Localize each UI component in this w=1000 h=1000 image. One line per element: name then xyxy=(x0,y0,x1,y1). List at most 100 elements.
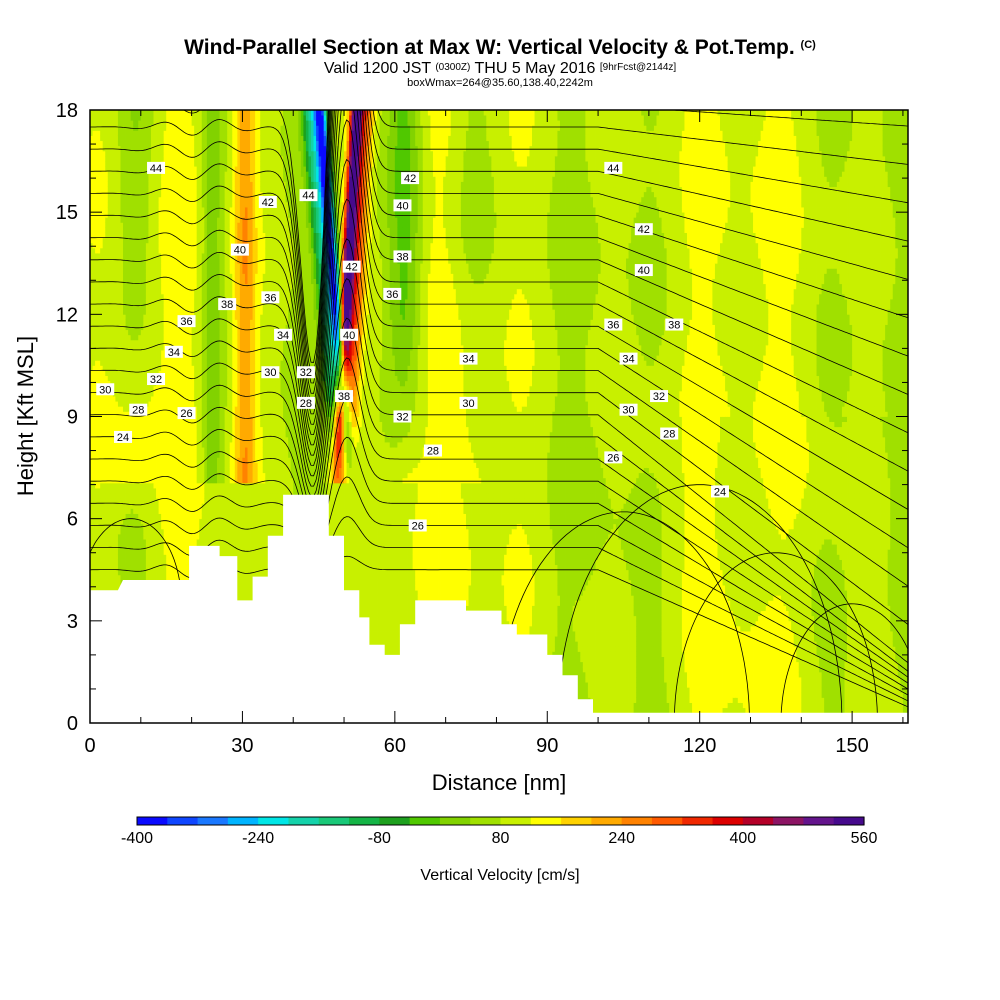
y-tick-label: 0 xyxy=(67,713,78,735)
colorbar-swatch xyxy=(652,817,683,825)
colorbar-swatch xyxy=(834,817,865,825)
contour-label: 36 xyxy=(604,319,622,332)
contour-label: 42 xyxy=(401,172,419,185)
colorbar-swatch xyxy=(228,817,259,825)
y-axis-label: Height [Kft MSL] xyxy=(13,336,38,496)
contour-label-text: 34 xyxy=(622,354,634,366)
colorbar-swatch xyxy=(198,817,229,825)
contour-label-text: 40 xyxy=(343,330,355,342)
contour-label: 40 xyxy=(393,199,411,212)
contour-label: 34 xyxy=(165,346,183,359)
colorbar-tick-label: 240 xyxy=(608,830,635,847)
contour-label: 44 xyxy=(299,189,317,202)
contour-label: 26 xyxy=(604,451,622,464)
contour-label-text: 34 xyxy=(168,347,180,359)
contour-label: 44 xyxy=(604,162,622,175)
contour-label: 34 xyxy=(460,353,478,366)
colorbar-label: Vertical Velocity [cm/s] xyxy=(420,867,579,884)
contour-label: 40 xyxy=(231,244,249,257)
contour-label-text: 36 xyxy=(180,316,192,328)
contour-label: 30 xyxy=(620,404,638,417)
x-tick-label: 120 xyxy=(683,735,716,757)
contour-label-text: 42 xyxy=(638,224,650,236)
x-tick-label: 0 xyxy=(84,735,95,757)
contour-label: 28 xyxy=(660,428,678,441)
contour-label-text: 36 xyxy=(607,320,619,332)
y-tick-label: 12 xyxy=(56,304,78,326)
colorbar-swatch xyxy=(167,817,198,825)
x-tick-label: 150 xyxy=(835,735,868,757)
contour-label: 38 xyxy=(393,250,411,263)
contour-label-text: 36 xyxy=(264,292,276,304)
contour-label-text: 30 xyxy=(99,384,111,396)
contour-label-text: 40 xyxy=(638,265,650,277)
contour-label-text: 42 xyxy=(346,262,358,274)
contour-label: 32 xyxy=(393,411,411,424)
contour-label: 42 xyxy=(635,223,653,236)
colorbar-swatch xyxy=(319,817,350,825)
contour-label-text: 34 xyxy=(277,330,289,342)
contour-label: 30 xyxy=(261,366,279,379)
contour-label: 36 xyxy=(261,291,279,304)
contour-label-text: 26 xyxy=(412,520,424,532)
contour-label-text: 38 xyxy=(221,299,233,311)
colorbar-swatch xyxy=(470,817,501,825)
contour-label-text: 30 xyxy=(264,367,276,379)
contour-label: 32 xyxy=(297,366,315,379)
contour-label-text: 42 xyxy=(262,197,274,209)
colorbar-tick-label: 400 xyxy=(729,830,756,847)
colorbar-swatch xyxy=(682,817,713,825)
contour-label: 28 xyxy=(297,397,315,410)
contour-label: 44 xyxy=(147,162,165,175)
colorbar-tick-label: -240 xyxy=(242,830,274,847)
y-tick-label: 9 xyxy=(67,407,78,429)
contour-label-text: 28 xyxy=(132,405,144,417)
x-tick-label: 30 xyxy=(231,735,253,757)
contour-label-text: 30 xyxy=(622,405,634,417)
colorbar-tick-label: 80 xyxy=(492,830,510,847)
colorbar-swatch xyxy=(591,817,622,825)
cross-section-chart: 44424442404442404238403836 363634 4036 3834… xyxy=(0,0,1000,1000)
contour-label: 42 xyxy=(343,261,361,274)
contour-label: 24 xyxy=(711,485,729,498)
contour-label: 32 xyxy=(147,373,165,386)
colorbar-swatch xyxy=(349,817,380,825)
contour-label-text: 26 xyxy=(607,452,619,464)
contour-label-text: 30 xyxy=(462,398,474,410)
x-tick-label: 60 xyxy=(384,735,406,757)
contour-label: 38 xyxy=(665,319,683,332)
colorbar-swatch xyxy=(803,817,834,825)
contour-label-text: 32 xyxy=(653,391,665,403)
contour-label: 36 xyxy=(178,315,196,328)
contour-label-text: 44 xyxy=(302,190,314,202)
contour-label-text: 34 xyxy=(462,354,474,366)
contour-label-text: 38 xyxy=(668,320,680,332)
contour-label: 34 xyxy=(274,329,292,342)
contour-label-text: 40 xyxy=(396,200,408,212)
y-tick-label: 3 xyxy=(67,611,78,633)
colorbar-swatch xyxy=(713,817,744,825)
colorbar: -400 -240 -80 80 240 400 560 xyxy=(121,817,877,847)
y-tick-label: 15 xyxy=(56,202,78,224)
colorbar-swatch xyxy=(561,817,592,825)
contour-label-text: 26 xyxy=(180,408,192,420)
contour-label-text: 28 xyxy=(300,398,312,410)
contour-label-text: 42 xyxy=(404,173,416,185)
colorbar-swatch xyxy=(440,817,471,825)
x-axis-label: Distance [nm] xyxy=(432,770,567,795)
contour-label-text: 38 xyxy=(396,251,408,263)
contour-label: 42 xyxy=(259,196,277,209)
contour-label-text: 32 xyxy=(396,412,408,424)
contour-label-text: 38 xyxy=(338,391,350,403)
contour-label: 28 xyxy=(424,445,442,458)
contour-label: 26 xyxy=(178,407,196,420)
colorbar-swatch xyxy=(501,817,532,825)
contour-label-text: 28 xyxy=(663,429,675,441)
y-tick-label: 6 xyxy=(67,509,78,531)
contour-label: 26 xyxy=(409,519,427,532)
colorbar-swatch xyxy=(288,817,319,825)
contour-label: 32 xyxy=(650,390,668,403)
contour-label: 36 xyxy=(383,288,401,301)
contour-label-text: 36 xyxy=(386,289,398,301)
contour-label: 38 xyxy=(335,390,353,403)
